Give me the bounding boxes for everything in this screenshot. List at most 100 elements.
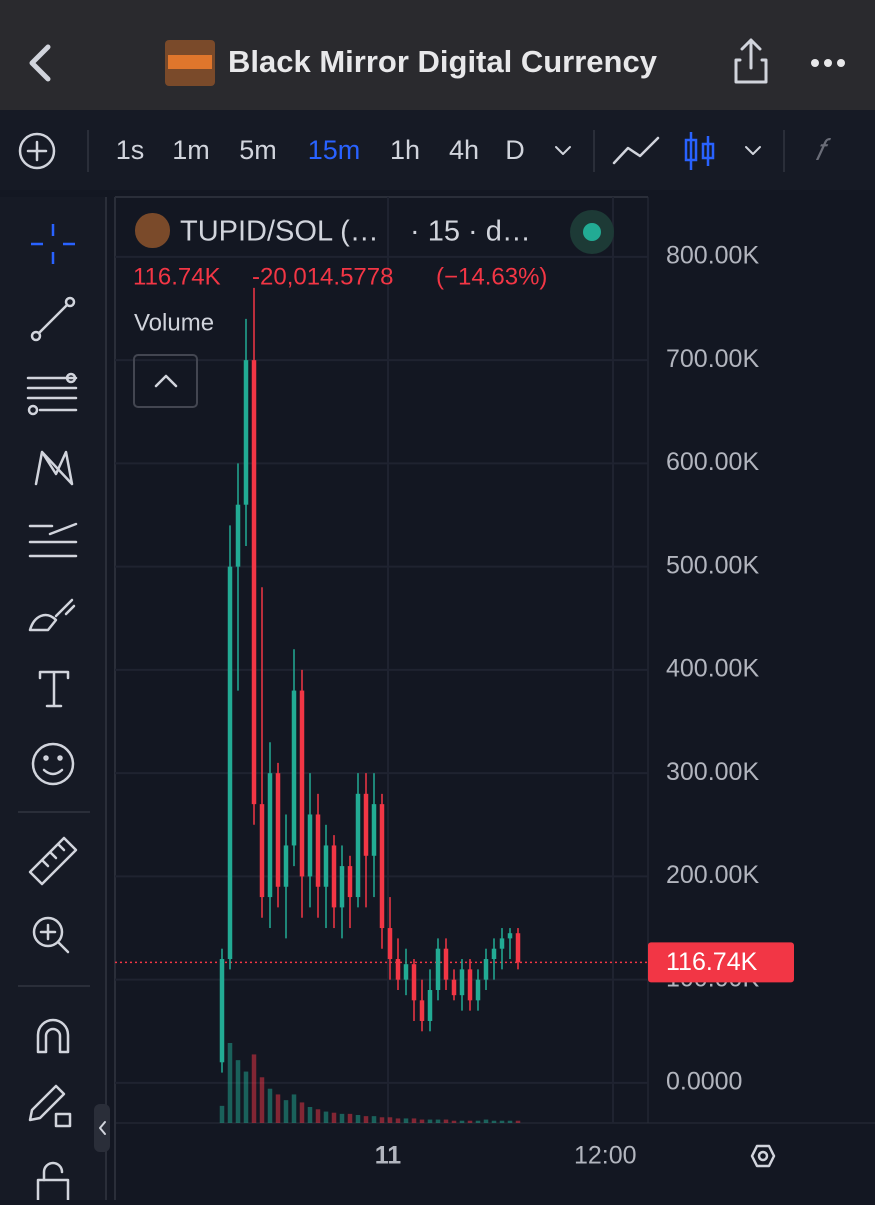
volume-bar [331, 1112, 337, 1123]
candle-body [515, 933, 521, 963]
candle-body [459, 969, 465, 996]
share-button[interactable] [734, 38, 768, 84]
candle-body [363, 793, 369, 856]
volume-bar [491, 1120, 497, 1123]
x-tick-label: 11 [375, 1142, 402, 1170]
ruler-tool[interactable] [28, 836, 78, 886]
timeframe-button[interactable]: 1m [172, 135, 210, 165]
lock-drawings-tool[interactable] [28, 1084, 72, 1128]
plot [219, 287, 521, 1123]
volume-bar [371, 1116, 377, 1123]
candle-body [443, 948, 449, 980]
candle-body [291, 690, 297, 846]
y-tick-label: 200.00K [666, 861, 759, 889]
candle-body [395, 959, 401, 980]
candle-body [331, 845, 337, 908]
study-name: Volume [134, 309, 214, 336]
volume-bar [395, 1118, 401, 1123]
line-chart-button[interactable] [612, 136, 660, 165]
grid [115, 255, 648, 1084]
volume-bar [443, 1119, 449, 1123]
brush-tool[interactable] [28, 598, 76, 632]
timeframe-button[interactable]: 5m [239, 135, 277, 165]
candle-body [411, 964, 417, 1001]
candle-body [275, 773, 281, 887]
candle-body [451, 979, 457, 996]
last-price-tag: 116.74K [666, 948, 758, 976]
volume-bar [243, 1071, 249, 1123]
candle-body [315, 814, 321, 887]
chart-type-dropdown[interactable] [745, 146, 761, 155]
candle-body [475, 979, 481, 1001]
back-button[interactable] [29, 44, 51, 82]
candle-body [355, 793, 361, 898]
chart-pane [115, 197, 875, 1200]
emoji-tool[interactable] [31, 742, 75, 786]
timeframes: 1s 1m 5m 15m 1h 4h D [116, 135, 525, 165]
candle-body [387, 928, 393, 960]
timeframe-button[interactable]: D [505, 135, 525, 165]
volume-bar [283, 1100, 289, 1123]
legend-interval: · 15 · d… [410, 216, 531, 248]
collapse-arrow [99, 1121, 106, 1135]
volume-bar [427, 1119, 433, 1123]
crosshair-tool[interactable] [31, 224, 75, 264]
zoom-tool[interactable] [32, 916, 70, 954]
text-tool[interactable] [38, 670, 70, 708]
volume-bar [475, 1120, 481, 1123]
timeframe-button[interactable]: 4h [449, 135, 479, 165]
candle-body [435, 948, 441, 991]
volume-bar [379, 1117, 385, 1123]
volume-bar [307, 1107, 313, 1123]
candle-body [419, 1000, 425, 1021]
x-tick-label: 12:00 [574, 1142, 637, 1170]
candle-body [299, 690, 305, 877]
toolbar [0, 110, 875, 190]
legend-collapse-arrow [154, 374, 178, 388]
candle-body [403, 964, 409, 980]
token-logo-band [168, 55, 212, 69]
candle-chart-button[interactable] [684, 132, 715, 170]
magnet-tool[interactable] [36, 1018, 70, 1054]
candle-body [235, 504, 241, 567]
market-status [583, 223, 601, 241]
candle-body [483, 959, 489, 980]
volume-bar [291, 1094, 297, 1123]
legend-last: 116.74K [133, 263, 221, 290]
candle-body [259, 804, 265, 898]
volume-bar [419, 1119, 425, 1123]
volume-bar [363, 1116, 369, 1123]
candle-body [227, 566, 233, 960]
y-tick-label: 0.0000 [666, 1068, 742, 1096]
header-title: Black Mirror Digital Currency [228, 44, 658, 79]
settings-button[interactable] [750, 1144, 776, 1168]
candle-body [507, 933, 513, 939]
more-button[interactable] [811, 59, 845, 67]
volume-bar [467, 1120, 473, 1123]
pattern-tool[interactable] [34, 450, 74, 486]
collapse-tab[interactable] [94, 1104, 110, 1152]
volume-bar [355, 1115, 361, 1123]
timeframe-button[interactable]: 1s [116, 135, 145, 165]
legend-collapse[interactable] [133, 354, 198, 408]
header-bar [0, 0, 875, 110]
volume-bar [499, 1120, 505, 1123]
timeframe-button[interactable]: 15m [308, 135, 361, 165]
volume-bar [259, 1077, 265, 1123]
candle-body [347, 866, 353, 898]
candle-body [427, 990, 433, 1021]
candle-body [243, 360, 249, 505]
add-button[interactable] [18, 132, 56, 170]
trend-line-tool[interactable] [30, 296, 76, 342]
timeframe-button[interactable]: 1h [390, 135, 420, 165]
volume-bar [435, 1119, 441, 1123]
volume-bar [267, 1088, 273, 1123]
y-tick-label: 300.00K [666, 758, 759, 786]
axes: 0.0000100.00K200.00K300.00K400.00K500.00… [375, 241, 794, 1170]
legend-logo [135, 213, 170, 248]
fib-tool[interactable] [26, 372, 78, 416]
projection-tool[interactable] [28, 522, 78, 558]
candle-body [371, 804, 377, 856]
timeframe-dropdown[interactable] [555, 146, 571, 155]
